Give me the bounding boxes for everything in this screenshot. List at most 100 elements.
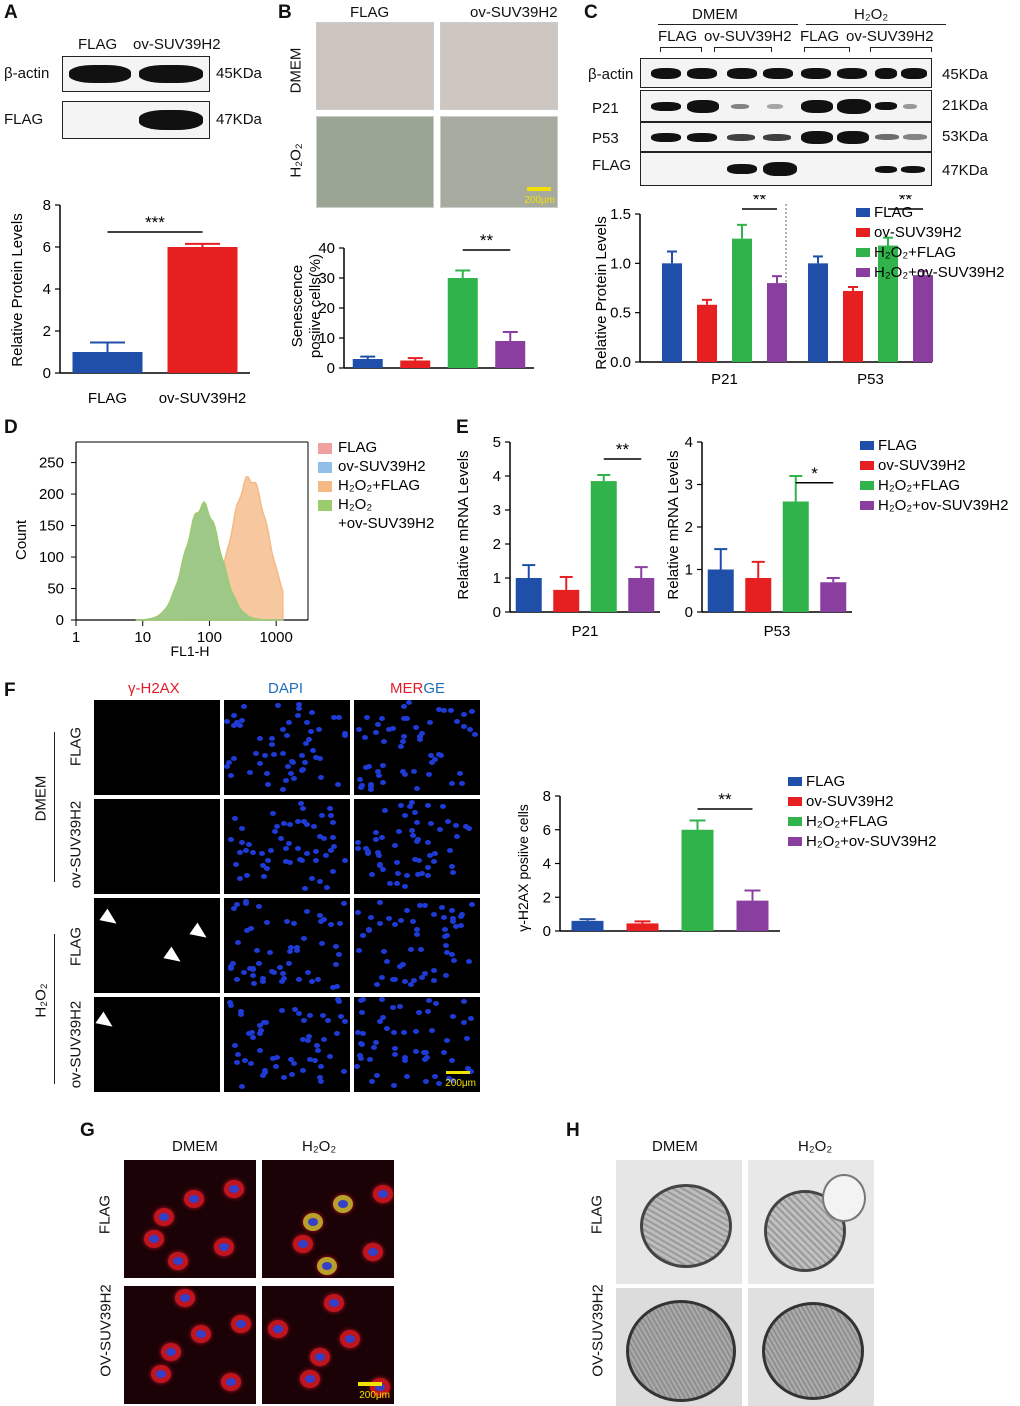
nucleus xyxy=(327,806,333,811)
nucleus xyxy=(248,926,254,931)
y-tick-label: 40 xyxy=(318,240,335,257)
panel-label: B xyxy=(278,2,292,23)
nucleus xyxy=(392,1046,398,1051)
flow-histogram: 0 50 100 150 200 250 1 10 100 1000 FL1-H Count FLAG o… xyxy=(13,439,434,659)
nucleus xyxy=(250,1035,256,1040)
band-size: 21KDa xyxy=(942,97,988,114)
nucleus xyxy=(422,1057,428,1062)
band-name: β-actin xyxy=(588,66,634,83)
legend-swatch xyxy=(860,441,874,450)
cell xyxy=(144,1230,164,1248)
nucleus xyxy=(427,853,433,858)
nucleus xyxy=(233,862,239,867)
bar xyxy=(626,923,659,931)
nucleus xyxy=(397,1004,403,1009)
nucleus xyxy=(260,979,266,984)
histogram-series xyxy=(135,500,283,621)
nucleus xyxy=(380,780,386,785)
bar xyxy=(662,263,682,362)
nucleus xyxy=(239,826,245,831)
nucleus xyxy=(376,853,382,858)
nucleus xyxy=(368,1248,378,1256)
bar xyxy=(878,245,898,362)
nucleus xyxy=(264,920,270,925)
blot-band xyxy=(687,68,717,79)
nucleus xyxy=(335,782,341,787)
western-blot xyxy=(640,58,932,88)
x-axis-label: P21 xyxy=(572,623,599,640)
nucleus xyxy=(299,753,305,758)
nucleus xyxy=(291,1061,297,1066)
nucleus xyxy=(287,822,293,827)
nucleus xyxy=(338,1014,344,1019)
nucleus xyxy=(426,772,432,777)
column-label: DMEM xyxy=(652,1138,698,1155)
nucleus xyxy=(419,871,425,876)
nucleus xyxy=(291,921,297,926)
nucleus xyxy=(379,716,385,721)
nucleus xyxy=(369,872,375,877)
cell xyxy=(300,1370,320,1388)
legend-label: H₂O₂+ov-SUV39H2 xyxy=(874,264,1004,281)
nucleus xyxy=(283,859,289,864)
y-tick-label: 1.5 xyxy=(610,206,631,223)
nucleus xyxy=(281,1075,287,1080)
nucleus xyxy=(429,1028,435,1033)
nucleus xyxy=(313,849,319,854)
y-tick-label: 30 xyxy=(318,270,335,287)
y-tick-label: 0.0 xyxy=(610,354,631,371)
bar xyxy=(447,278,478,368)
bar xyxy=(843,290,863,362)
group-bracket xyxy=(806,24,946,25)
legend-swatch xyxy=(856,228,870,237)
nucleus xyxy=(306,737,312,742)
panel-label: D xyxy=(4,417,18,438)
nucleus xyxy=(311,824,317,829)
y-axis-label: γ-H2AX posiive cells xyxy=(515,804,531,932)
merge-image xyxy=(354,700,480,795)
merge-image xyxy=(354,799,480,894)
nucleus xyxy=(377,863,383,868)
nucleus xyxy=(237,723,243,728)
nucleus xyxy=(386,727,392,732)
nucleus xyxy=(224,764,230,769)
nucleus xyxy=(317,756,323,761)
nucleus xyxy=(249,1030,255,1035)
nucleus xyxy=(286,841,292,846)
y-tick-label: 1 xyxy=(493,570,501,587)
nucleus xyxy=(458,923,464,928)
nucleus xyxy=(355,846,361,851)
blot-band xyxy=(139,65,203,83)
panel-h: H DMEM H₂O₂ FLAG OV-SUV39H2 xyxy=(560,1112,880,1406)
blot-band xyxy=(139,110,203,130)
significance-label: *** xyxy=(145,213,165,232)
x-tick-label: 1 xyxy=(72,629,80,646)
nucleus xyxy=(395,871,401,876)
tem-micrograph xyxy=(616,1160,742,1284)
x-tick-label: P21 xyxy=(711,371,738,388)
nucleus xyxy=(453,823,459,828)
nucleus xyxy=(417,734,423,739)
panel-label: A xyxy=(4,2,18,23)
group-label: H₂O₂ xyxy=(854,6,889,23)
nucleus xyxy=(312,1058,318,1063)
significance-label: ** xyxy=(718,790,732,809)
nucleus xyxy=(363,765,369,770)
blot-band xyxy=(687,100,719,113)
nucleus xyxy=(149,1235,159,1243)
nucleus xyxy=(156,1370,166,1378)
nucleus xyxy=(325,1018,331,1023)
bar xyxy=(707,569,734,612)
nucleus xyxy=(441,708,447,713)
nucleus xyxy=(367,1057,373,1062)
nucleus xyxy=(378,1190,388,1198)
group-label: DMEM xyxy=(692,6,738,23)
nucleus xyxy=(316,727,322,732)
nucleus xyxy=(307,1013,313,1018)
cell xyxy=(221,1373,241,1391)
dapi-image xyxy=(224,799,350,894)
nucleus xyxy=(404,908,410,913)
nucleus xyxy=(309,876,315,881)
nucleus xyxy=(189,1195,199,1203)
nucleus xyxy=(238,1012,244,1017)
